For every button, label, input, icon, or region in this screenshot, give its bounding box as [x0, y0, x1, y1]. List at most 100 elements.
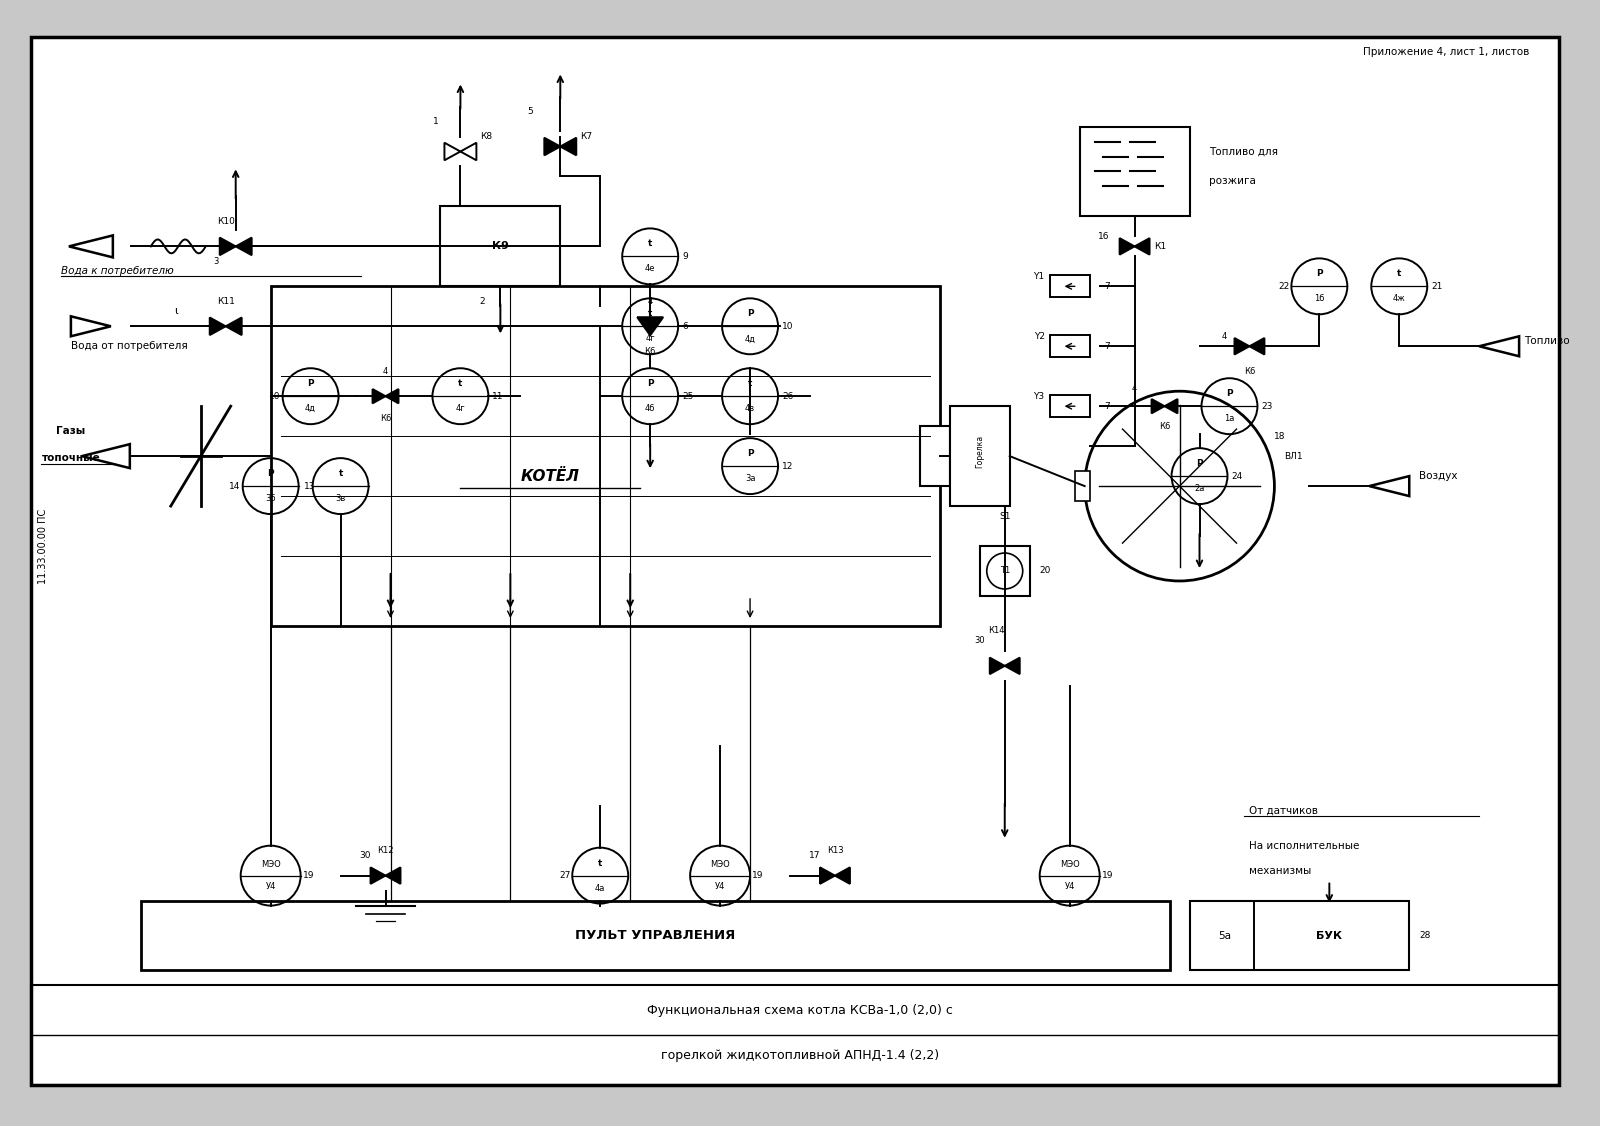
Text: горелкой жидкотопливной АПНД-1.4 (2,2): горелкой жидкотопливной АПНД-1.4 (2,2): [661, 1049, 939, 1062]
Polygon shape: [1235, 338, 1250, 355]
Text: 19: 19: [302, 872, 314, 881]
Polygon shape: [1134, 239, 1149, 254]
Text: К14: К14: [989, 626, 1005, 635]
Polygon shape: [70, 316, 110, 337]
Polygon shape: [1165, 399, 1178, 413]
Polygon shape: [371, 867, 386, 884]
Text: P: P: [1197, 459, 1203, 468]
Text: К6: К6: [379, 413, 390, 422]
Text: У4: У4: [715, 882, 725, 891]
Text: 4в: 4в: [746, 404, 755, 413]
Text: 4е: 4е: [645, 265, 656, 274]
Text: 4г: 4г: [456, 404, 466, 413]
FancyBboxPatch shape: [440, 206, 560, 286]
FancyBboxPatch shape: [1050, 276, 1090, 297]
Polygon shape: [1370, 476, 1410, 497]
Text: Y3: Y3: [1034, 392, 1045, 401]
Text: Горелка: Горелка: [976, 435, 984, 467]
Text: 4д: 4д: [306, 404, 317, 413]
Polygon shape: [226, 318, 242, 336]
Text: К11: К11: [216, 297, 235, 306]
Polygon shape: [1152, 399, 1165, 413]
FancyBboxPatch shape: [1080, 126, 1189, 216]
Polygon shape: [235, 238, 251, 256]
Text: 3а: 3а: [746, 474, 755, 483]
Text: 19: 19: [1102, 872, 1114, 881]
Polygon shape: [445, 143, 461, 160]
Text: 1: 1: [432, 117, 438, 126]
Text: 11: 11: [493, 392, 504, 401]
Text: 7: 7: [1104, 282, 1110, 291]
Text: Y1: Y1: [1034, 271, 1045, 280]
Text: ВЛ1: ВЛ1: [1285, 452, 1302, 461]
Text: P: P: [747, 310, 754, 319]
Text: t: t: [458, 379, 462, 388]
Text: P: P: [1317, 269, 1323, 278]
Text: МЭО: МЭО: [261, 860, 280, 869]
Text: Воздух: Воздух: [1419, 471, 1458, 481]
Text: 30: 30: [974, 636, 984, 645]
FancyBboxPatch shape: [1050, 395, 1090, 417]
Text: К9: К9: [491, 241, 509, 251]
Text: К8: К8: [480, 132, 493, 141]
Text: P: P: [646, 379, 653, 388]
Text: Y2: Y2: [1034, 332, 1045, 341]
Text: К6: К6: [1158, 421, 1170, 430]
Text: 22: 22: [1278, 282, 1290, 291]
Text: P: P: [307, 379, 314, 388]
Polygon shape: [1005, 658, 1019, 674]
Text: t: t: [648, 310, 653, 319]
FancyBboxPatch shape: [141, 901, 1170, 971]
Polygon shape: [69, 235, 114, 258]
Text: 1а: 1а: [1224, 414, 1235, 423]
Text: У4: У4: [1064, 882, 1075, 891]
Text: P: P: [267, 470, 274, 479]
Text: t: t: [648, 240, 653, 249]
Polygon shape: [461, 143, 477, 160]
Text: механизмы: механизмы: [1250, 866, 1312, 876]
Text: 4а: 4а: [595, 884, 605, 893]
Text: 23: 23: [1261, 402, 1274, 411]
Text: 7: 7: [1104, 342, 1110, 351]
Polygon shape: [1250, 338, 1264, 355]
FancyBboxPatch shape: [1189, 901, 1410, 971]
Polygon shape: [990, 658, 1005, 674]
Text: Вода от потребителя: Вода от потребителя: [70, 341, 187, 351]
Text: S1: S1: [998, 511, 1011, 520]
Text: 16: 16: [1098, 232, 1110, 241]
Text: 4: 4: [1222, 332, 1227, 341]
Text: 1б: 1б: [1314, 294, 1325, 303]
Text: t: t: [598, 858, 603, 867]
Text: 4: 4: [1131, 384, 1138, 393]
Text: 4б: 4б: [645, 404, 656, 413]
Text: ι: ι: [174, 306, 178, 316]
Text: БУК: БУК: [1317, 930, 1342, 940]
Text: К1: К1: [1155, 242, 1166, 251]
Text: 5а: 5а: [1218, 930, 1230, 940]
Polygon shape: [819, 867, 835, 884]
Text: 20: 20: [1040, 566, 1051, 575]
Text: Вода к потребителю: Вода к потребителю: [61, 267, 174, 276]
FancyBboxPatch shape: [950, 406, 1010, 506]
FancyBboxPatch shape: [30, 37, 1558, 1085]
Polygon shape: [1120, 239, 1134, 254]
Text: Топливо: Топливо: [1525, 337, 1570, 347]
Text: К6: К6: [1243, 367, 1254, 376]
Text: P: P: [747, 449, 754, 458]
Text: 7: 7: [1104, 402, 1110, 411]
Text: 4г: 4г: [645, 334, 654, 343]
Polygon shape: [82, 444, 130, 468]
Text: 18: 18: [1274, 431, 1285, 440]
Polygon shape: [560, 137, 576, 155]
Text: P: P: [1226, 390, 1232, 399]
Text: t: t: [1397, 269, 1402, 278]
Text: t: t: [747, 379, 752, 388]
Text: От датчиков: От датчиков: [1250, 806, 1318, 815]
FancyBboxPatch shape: [1075, 471, 1090, 501]
Text: МЭО: МЭО: [1059, 860, 1080, 869]
Polygon shape: [637, 318, 662, 336]
Text: 21: 21: [1432, 282, 1443, 291]
Polygon shape: [386, 867, 400, 884]
Text: 3б: 3б: [266, 494, 275, 503]
Text: 4: 4: [648, 297, 653, 306]
